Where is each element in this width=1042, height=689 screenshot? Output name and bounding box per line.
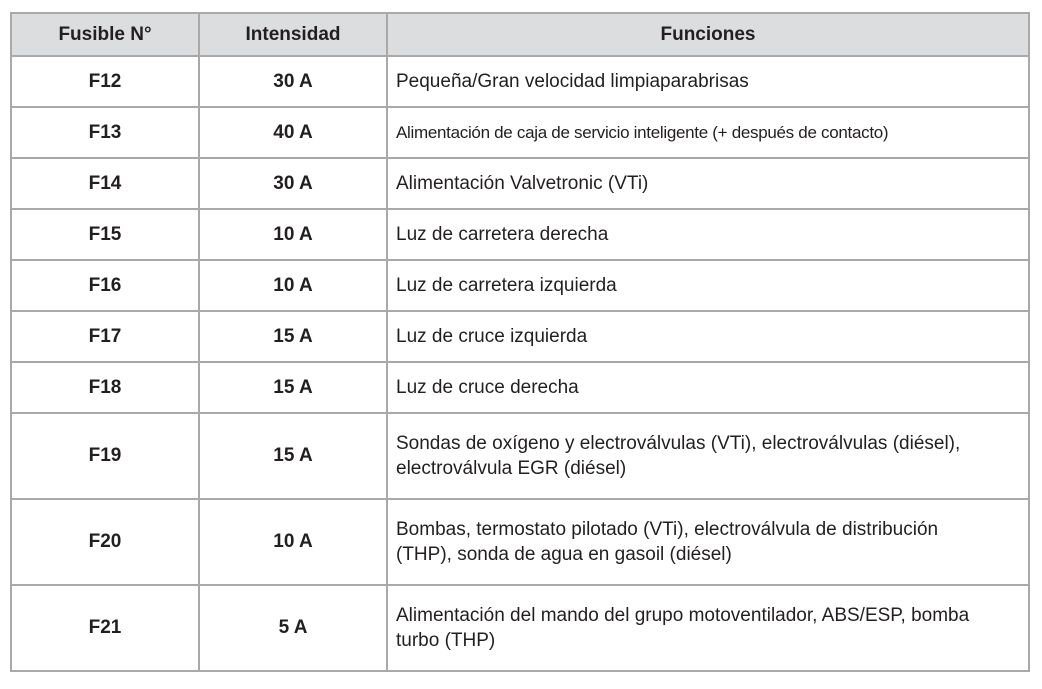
table-row: F16 10 A Luz de carretera izquierda [10,259,1030,312]
amperage: 15 A [198,412,388,500]
header-row: Fusible N° Intensidad Funciones [10,12,1030,57]
fuse-number: F17 [10,310,200,363]
amperage: 10 A [198,498,388,586]
fuse-number: F13 [10,106,200,159]
function-description: Alimentación de caja de servicio intelig… [386,106,1030,159]
amperage: 10 A [198,259,388,312]
table-row: F21 5 A Alimentación del mando del grupo m… [10,584,1030,672]
table-row: F15 10 A Luz de carretera derecha [10,208,1030,261]
amperage: 15 A [198,361,388,414]
fuse-number: F20 [10,498,200,586]
amperage: 15 A [198,310,388,363]
table-row: F18 15 A Luz de cruce derecha [10,361,1030,414]
fuse-number: F18 [10,361,200,414]
function-description: Luz de cruce izquierda [386,310,1030,363]
amperage: 30 A [198,157,388,210]
header-functions: Funciones [386,12,1030,57]
fuse-number: F14 [10,157,200,210]
fuse-number: F12 [10,55,200,108]
amperage: 10 A [198,208,388,261]
function-description: Sondas de oxígeno y electroválvulas (VTi… [386,412,1030,500]
fuse-number: F21 [10,584,200,672]
function-description: Alimentación del mando del grupo motoven… [386,584,1030,672]
header-fuse: Fusible N° [10,12,200,57]
table-row: F12 30 A Pequeña/Gran velocidad limpiapara… [10,55,1030,108]
table-row: F19 15 A Sondas de oxígeno y electroválvul… [10,412,1030,500]
header-amps: Intensidad [198,12,388,57]
function-description: Luz de carretera izquierda [386,259,1030,312]
amperage: 40 A [198,106,388,159]
table-row: F13 40 A Alimentación de caja de servicio … [10,106,1030,159]
fuse-number: F19 [10,412,200,500]
function-description: Pequeña/Gran velocidad limpiaparabrisas [386,55,1030,108]
table-row: F17 15 A Luz de cruce izquierda [10,310,1030,363]
fuse-number: F15 [10,208,200,261]
function-description: Alimentación Valvetronic (VTi) [386,157,1030,210]
function-description: Luz de carretera derecha [386,208,1030,261]
function-description: Bombas, termostato pilotado (VTi), elect… [386,498,1030,586]
amperage: 5 A [198,584,388,672]
amperage: 30 A [198,55,388,108]
table-row: F14 30 A Alimentación Valvetronic (VTi) [10,157,1030,210]
fuse-number: F16 [10,259,200,312]
table-row: F20 10 A Bombas, termostato pilotado (VTi)… [10,498,1030,586]
function-description: Luz de cruce derecha [386,361,1030,414]
